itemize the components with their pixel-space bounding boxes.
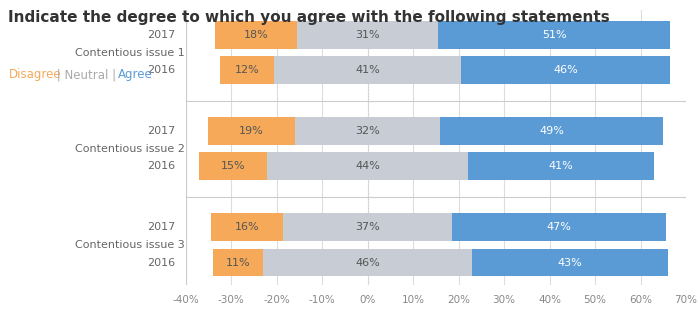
- Text: 46%: 46%: [355, 257, 380, 268]
- Bar: [274, 56, 461, 84]
- Bar: [267, 152, 468, 180]
- Text: 2016: 2016: [148, 257, 176, 268]
- Bar: [438, 21, 670, 49]
- Text: Indicate the degree to which you agree with the following statements: Indicate the degree to which you agree w…: [8, 10, 610, 24]
- Bar: [199, 152, 267, 180]
- Bar: [468, 152, 654, 180]
- Text: 41%: 41%: [355, 65, 380, 75]
- Text: Contentious issue 1: Contentious issue 1: [76, 48, 185, 57]
- Text: Agree: Agree: [118, 68, 153, 81]
- Bar: [440, 117, 664, 145]
- Text: Disagree: Disagree: [8, 68, 61, 81]
- Text: Contentious issue 3: Contentious issue 3: [76, 240, 185, 250]
- Bar: [295, 117, 440, 145]
- Bar: [215, 21, 297, 49]
- Text: 51%: 51%: [542, 30, 566, 40]
- Text: Contentious issue 2: Contentious issue 2: [76, 144, 186, 154]
- Text: 12%: 12%: [234, 65, 259, 75]
- Bar: [263, 249, 472, 276]
- Text: 2017: 2017: [147, 30, 176, 40]
- Text: 19%: 19%: [239, 126, 264, 136]
- Text: 2016: 2016: [148, 65, 176, 75]
- Bar: [211, 213, 284, 241]
- Text: 2016: 2016: [148, 161, 176, 171]
- Text: 49%: 49%: [539, 126, 564, 136]
- Text: 41%: 41%: [549, 161, 573, 171]
- Bar: [297, 21, 438, 49]
- Bar: [472, 249, 668, 276]
- Text: 32%: 32%: [355, 126, 380, 136]
- Bar: [220, 56, 274, 84]
- Text: | Neutral |: | Neutral |: [53, 68, 120, 81]
- Text: 44%: 44%: [355, 161, 380, 171]
- Text: 46%: 46%: [553, 65, 578, 75]
- Text: 2017: 2017: [147, 126, 176, 136]
- Text: 18%: 18%: [244, 30, 268, 40]
- Text: 31%: 31%: [355, 30, 380, 40]
- Text: 15%: 15%: [221, 161, 246, 171]
- Text: 2017: 2017: [147, 222, 176, 232]
- Bar: [213, 249, 263, 276]
- Text: 43%: 43%: [558, 257, 582, 268]
- Bar: [452, 213, 666, 241]
- Bar: [461, 56, 670, 84]
- Bar: [284, 213, 452, 241]
- Text: 37%: 37%: [355, 222, 380, 232]
- Text: 47%: 47%: [546, 222, 571, 232]
- Text: 16%: 16%: [234, 222, 259, 232]
- Bar: [209, 117, 295, 145]
- Text: 11%: 11%: [225, 257, 250, 268]
